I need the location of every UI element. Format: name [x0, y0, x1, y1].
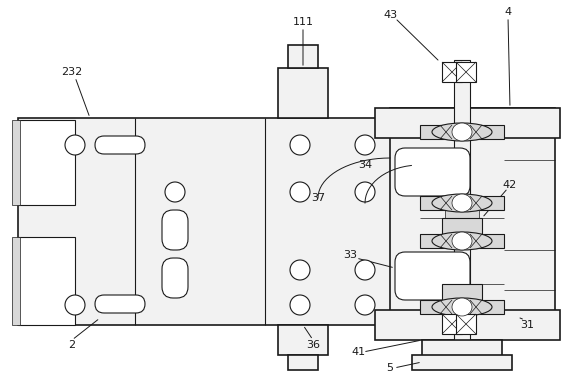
Ellipse shape [432, 123, 492, 141]
Bar [442, 218, 482, 234]
Bar [420, 234, 504, 248]
Text: 232: 232 [62, 67, 82, 77]
Bar [288, 355, 318, 370]
Bar [18, 237, 75, 325]
Ellipse shape [432, 298, 492, 316]
Text: 5: 5 [386, 363, 393, 373]
Text: 37: 37 [311, 193, 325, 203]
FancyBboxPatch shape [395, 252, 470, 300]
Bar [445, 300, 479, 308]
Bar [456, 314, 476, 334]
Text: 4: 4 [505, 7, 511, 17]
FancyBboxPatch shape [162, 210, 188, 250]
Ellipse shape [452, 194, 472, 212]
Ellipse shape [355, 182, 375, 202]
Ellipse shape [452, 298, 472, 316]
Text: 36: 36 [306, 340, 320, 350]
Ellipse shape [355, 260, 375, 280]
Bar [422, 340, 502, 362]
Bar [375, 310, 560, 340]
Bar [278, 68, 328, 118]
Ellipse shape [355, 295, 375, 315]
Bar [442, 314, 462, 334]
Ellipse shape [452, 232, 472, 250]
Bar [420, 125, 504, 139]
Text: 2: 2 [68, 340, 76, 350]
Bar [420, 196, 504, 210]
Text: 43: 43 [383, 10, 397, 20]
Text: 33: 33 [343, 250, 357, 260]
Text: 111: 111 [293, 17, 314, 27]
Text: 34: 34 [358, 160, 372, 170]
Bar [454, 60, 470, 365]
Bar [390, 108, 555, 335]
Ellipse shape [65, 135, 85, 155]
Ellipse shape [290, 135, 310, 155]
FancyBboxPatch shape [95, 136, 145, 154]
Ellipse shape [452, 123, 472, 141]
Bar [18, 118, 400, 325]
Text: 31: 31 [520, 320, 534, 330]
Bar [442, 284, 482, 300]
Bar [18, 120, 75, 205]
Bar [12, 120, 20, 205]
Bar [412, 355, 512, 370]
Ellipse shape [65, 295, 85, 315]
FancyBboxPatch shape [95, 295, 145, 313]
Bar [288, 45, 318, 68]
Ellipse shape [432, 194, 492, 212]
Ellipse shape [290, 295, 310, 315]
Bar [12, 237, 20, 325]
Bar [445, 210, 479, 218]
Bar [456, 62, 476, 82]
Text: 41: 41 [351, 347, 365, 357]
Ellipse shape [355, 135, 375, 155]
Bar [375, 108, 560, 138]
Ellipse shape [432, 232, 492, 250]
Text: 42: 42 [503, 180, 517, 190]
FancyBboxPatch shape [395, 148, 470, 196]
FancyBboxPatch shape [162, 258, 188, 298]
Bar [442, 62, 462, 82]
Ellipse shape [165, 260, 185, 280]
Ellipse shape [165, 182, 185, 202]
Bar [420, 300, 504, 314]
Ellipse shape [290, 182, 310, 202]
Bar [278, 325, 328, 355]
Ellipse shape [290, 260, 310, 280]
